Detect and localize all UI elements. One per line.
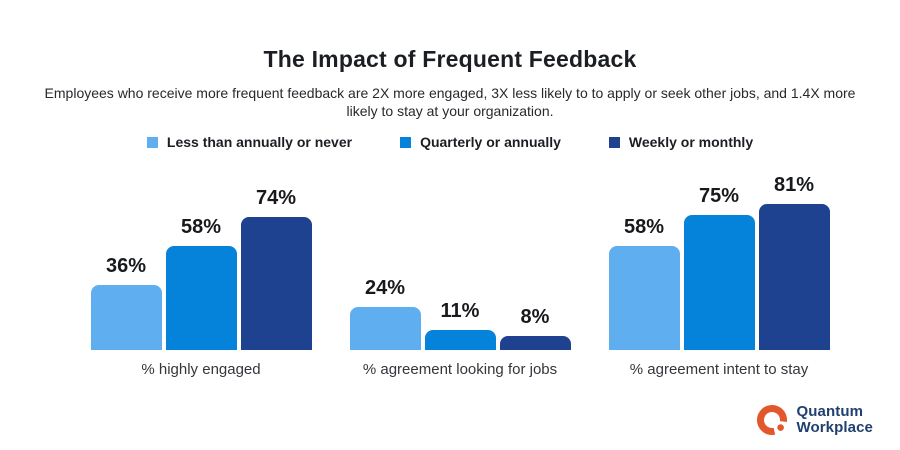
logo-wordmark-line1: Quantum: [796, 403, 864, 420]
chart-legend: Less than annually or never Quarterly or …: [0, 134, 900, 150]
bar-column: 24%: [349, 276, 421, 350]
legend-label: Less than annually or never: [166, 134, 353, 150]
bar: [90, 285, 162, 350]
bar: [758, 204, 830, 350]
legend-item: Quarterly or annually: [400, 134, 561, 150]
bar: [240, 216, 312, 350]
bar-column: 74%: [240, 186, 312, 350]
chart-subtitle: Employees who receive more frequent feed…: [44, 85, 856, 119]
bar-value-label: 36%: [105, 255, 147, 278]
bar-value-label: 58%: [623, 215, 665, 238]
bar-value-label: 24%: [364, 276, 406, 299]
bar-column: 58%: [608, 215, 680, 350]
bar-group-bars: 36% 58% 74%: [90, 186, 312, 350]
bar: [608, 245, 680, 350]
bar-chart: 36% 58% 74% % highly engaged 24% 11% 8% % agree…: [0, 174, 900, 378]
bar: [499, 335, 571, 350]
legend-swatch: [400, 136, 412, 148]
logo-wordmark: Quantum Workplace: [797, 404, 874, 436]
bar: [165, 245, 237, 350]
legend-label: Quarterly or annually: [420, 134, 561, 150]
bar-value-label: 75%: [698, 185, 740, 207]
bar-group-label: % agreement intent to stay: [629, 361, 809, 378]
bar-value-label: 8%: [520, 305, 550, 328]
legend-swatch: [608, 136, 620, 148]
bar-value-label: 11%: [440, 300, 480, 323]
bar: [683, 215, 755, 350]
bar-column: 8%: [499, 305, 571, 350]
chart-title: The Impact of Frequent Feedback: [263, 46, 637, 72]
legend-item: Less than annually or never: [146, 134, 353, 150]
logo-wordmark-line2: Workplace: [796, 419, 873, 436]
legend-label: Weekly or monthly: [628, 134, 754, 150]
bar-group: 36% 58% 74% % highly engaged: [90, 186, 312, 378]
legend-item: Weekly or monthly: [608, 134, 754, 150]
bar-group-label: % agreement looking for jobs: [362, 361, 558, 378]
bar-group: 58% 75% 81% % agreement intent to stay: [608, 174, 830, 378]
bar-value-label: 81%: [773, 174, 815, 197]
bar-column: 11%: [424, 300, 496, 350]
bar: [424, 330, 496, 350]
bar-value-label: 58%: [180, 215, 222, 238]
bar-column: 81%: [758, 174, 830, 350]
bar-column: 36%: [90, 255, 162, 350]
bar-group-bars: 24% 11% 8%: [349, 276, 571, 350]
bar-column: 58%: [165, 215, 237, 350]
legend-swatch: [146, 136, 158, 148]
bar-group: 24% 11% 8% % agreement looking for jobs: [349, 276, 571, 378]
bar-value-label: 74%: [255, 186, 297, 209]
logo-q-icon: [756, 405, 787, 435]
bar-column: 75%: [683, 185, 755, 350]
bar-group-bars: 58% 75% 81%: [608, 174, 830, 350]
quantum-workplace-logo: Quantum Workplace: [755, 403, 874, 437]
bar: [349, 306, 421, 350]
bar-group-label: % highly engaged: [141, 361, 261, 378]
